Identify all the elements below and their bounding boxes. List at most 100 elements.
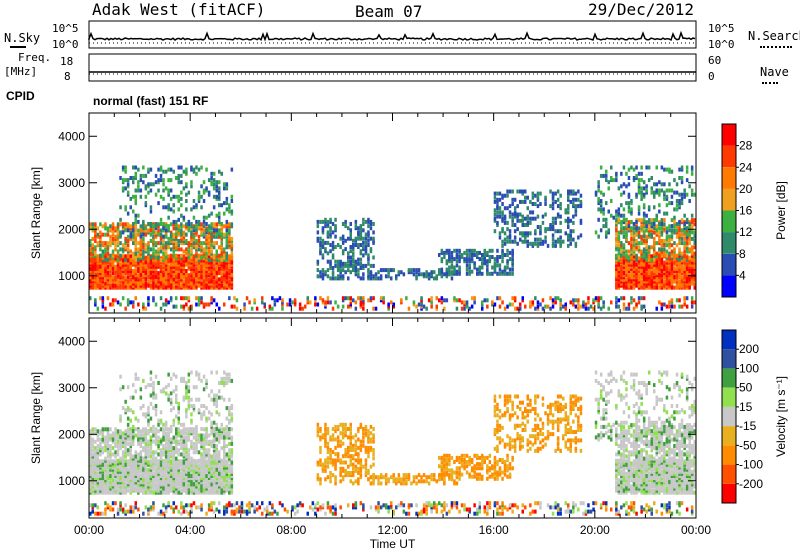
heatmap-cell <box>207 249 211 254</box>
heatmap-cell <box>175 488 178 493</box>
heatmap-cell <box>420 296 423 301</box>
heatmap-cell <box>157 241 160 246</box>
heatmap-cell <box>212 482 216 487</box>
heatmap-cell <box>96 275 100 280</box>
heatmap-cell <box>99 441 102 446</box>
heatmap-cell <box>180 241 183 246</box>
heatmap-cell <box>187 296 191 301</box>
heatmap-cell <box>104 488 107 493</box>
heatmap-cell <box>190 476 193 481</box>
heatmap-cell <box>324 270 327 275</box>
heatmap-cell <box>132 194 135 199</box>
heatmap-cell <box>134 271 137 276</box>
heatmap-cell <box>362 306 365 311</box>
heatmap-cell <box>126 192 130 197</box>
cpid-label: CPID <box>6 89 35 103</box>
heatmap-cell <box>668 279 671 284</box>
y-axis-label: Slant Range [km] <box>29 167 43 259</box>
heatmap-cell <box>195 465 198 470</box>
heatmap-cell <box>630 249 633 254</box>
heatmap-cell <box>218 474 221 478</box>
heatmap-cell <box>162 484 165 489</box>
heatmap-cell <box>668 182 671 187</box>
heatmap-cell <box>182 482 186 487</box>
heatmap-cell <box>468 259 471 264</box>
heatmap-cell <box>511 263 514 268</box>
heatmap-cell <box>640 186 643 191</box>
heatmap-cell <box>177 176 180 180</box>
heatmap-cell <box>126 283 130 288</box>
heatmap-cell <box>678 264 681 269</box>
heatmap-cell <box>680 266 684 271</box>
heatmap-cell <box>359 300 363 305</box>
heatmap-cell <box>187 469 191 474</box>
heatmap-cell <box>501 269 504 274</box>
heatmap-cell <box>119 439 122 444</box>
heatmap-cell <box>119 488 122 493</box>
heatmap-cell <box>200 194 203 199</box>
heatmap-cell <box>162 269 165 273</box>
heatmap-cell <box>106 275 110 280</box>
heatmap-cell <box>632 281 636 286</box>
heatmap-cell <box>190 304 193 309</box>
heatmap-cell <box>154 230 158 235</box>
heatmap-cell <box>159 283 163 288</box>
heatmap-cell <box>162 275 165 280</box>
heatmap-cell <box>334 259 337 264</box>
heatmap-cell <box>169 486 173 491</box>
heatmap-cell <box>124 254 127 259</box>
heatmap-cell <box>688 249 691 254</box>
heatmap-cell <box>99 460 102 465</box>
heatmap-cell <box>640 234 643 239</box>
heatmap-cell <box>197 467 201 472</box>
heatmap-cell <box>637 207 641 212</box>
heatmap-cell <box>180 196 183 201</box>
heatmap-cell <box>341 304 345 309</box>
heatmap-cell <box>660 260 664 265</box>
heatmap-cell <box>288 298 292 303</box>
heatmap-cell <box>180 203 183 208</box>
heatmap-cell <box>675 203 679 208</box>
heatmap-cell <box>415 304 418 309</box>
heatmap-cell <box>159 232 163 237</box>
heatmap-cell <box>99 296 102 301</box>
heatmap-cell <box>625 279 628 284</box>
heatmap-cell <box>660 275 664 280</box>
heatmap-cell <box>369 270 373 275</box>
heatmap-cell <box>390 300 393 305</box>
heatmap-cell <box>207 273 211 278</box>
heatmap-cell <box>180 260 183 265</box>
heatmap-cell <box>180 476 183 481</box>
heatmap-cell <box>501 210 504 215</box>
heatmap-cell <box>622 277 626 282</box>
heatmap-cell <box>99 448 102 453</box>
heatmap-cell <box>106 281 110 286</box>
heatmap-cell <box>599 296 603 301</box>
heatmap-cell <box>599 165 603 170</box>
heatmap-cell <box>210 471 213 476</box>
heatmap-cell <box>316 259 320 264</box>
heatmap-cell <box>94 458 97 463</box>
heatmap-cell <box>187 249 191 254</box>
heatmap-cell <box>124 429 127 434</box>
heatmap-cell <box>111 264 115 269</box>
heatmap-cell <box>501 216 504 221</box>
heatmap-cell <box>506 206 509 211</box>
heatmap-cell <box>197 484 201 489</box>
heatmap-cell <box>94 262 97 267</box>
heatmap-cell <box>605 232 608 237</box>
heatmap-cell <box>218 480 221 485</box>
heatmap-cell <box>220 224 223 229</box>
heatmap-cell <box>99 230 102 235</box>
heatmap-cell <box>142 275 145 280</box>
heatmap-cell <box>572 189 575 194</box>
heatmap-cell <box>164 241 168 246</box>
heatmap-cell <box>369 249 373 254</box>
heatmap-cell <box>152 243 155 248</box>
heatmap-cell <box>387 304 390 309</box>
heatmap-cell <box>162 271 165 276</box>
heatmap-cell <box>440 267 444 272</box>
heatmap-cell <box>154 262 158 267</box>
heatmap-cell <box>144 258 148 263</box>
heatmap-cell <box>668 260 671 265</box>
